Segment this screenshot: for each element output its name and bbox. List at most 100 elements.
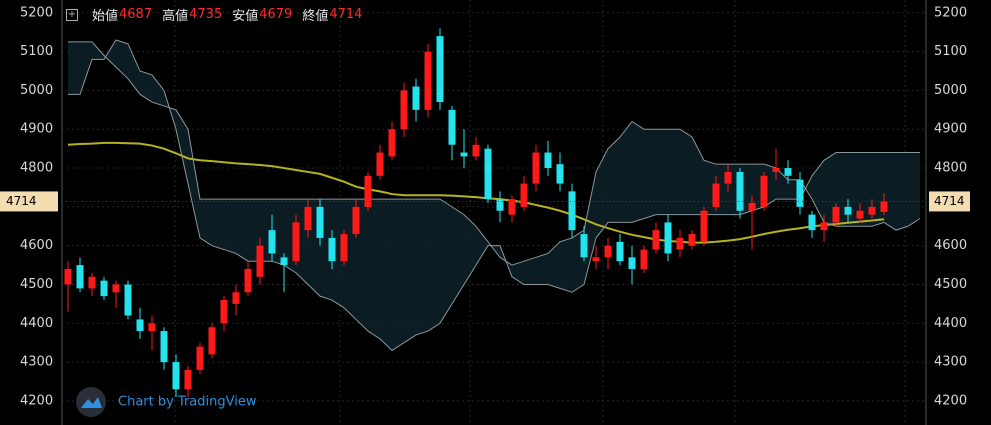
y-tick-label-right: 4800 [934, 161, 967, 176]
candle-body [832, 206, 840, 223]
candle-body [484, 148, 492, 200]
y-tick-label: 4200 [20, 393, 53, 408]
candle-body [712, 183, 720, 207]
y-tick-label-right: 5200 [934, 5, 967, 20]
y-tick-label-right: 4300 [934, 355, 967, 370]
candle-body [616, 241, 624, 262]
y-tick-label: 4500 [20, 277, 53, 292]
candle-body [160, 331, 168, 363]
candle-body [868, 206, 876, 215]
y-tick-label: 4600 [20, 238, 53, 253]
candle-body [424, 51, 432, 110]
header-label: 終値 [302, 9, 329, 24]
candle-body [628, 257, 636, 269]
candle-body [652, 230, 660, 250]
candle-body [328, 237, 336, 262]
candle-body [784, 168, 792, 176]
candle-body [532, 152, 540, 184]
candle-body [412, 86, 420, 110]
header-label: 高値 [162, 9, 189, 24]
header-value: 4687 [119, 7, 153, 22]
candle-body [760, 175, 768, 207]
candle-body [136, 319, 144, 332]
candle-body [340, 234, 348, 262]
logo-icon [81, 397, 102, 408]
time-grid [174, 0, 906, 425]
candle-body [244, 268, 252, 293]
candle-body [100, 280, 108, 297]
candle-body [664, 222, 672, 254]
candle-body [580, 234, 588, 258]
y-tick-label: 4300 [20, 355, 53, 370]
candle-body [268, 230, 276, 254]
watermark: Chart by TradingView [118, 395, 257, 410]
candle-body [64, 268, 72, 285]
candle-body [208, 327, 216, 355]
candle-body [172, 362, 180, 390]
y-tick-label-right: 4200 [934, 393, 967, 408]
y-tick-label: 5000 [20, 83, 53, 98]
candle-body [544, 152, 552, 169]
candle-body [460, 152, 468, 157]
candle-body [256, 245, 264, 277]
candle-body [448, 109, 456, 145]
header-value: 4679 [259, 7, 293, 22]
candle-body [376, 152, 384, 176]
candle-body [880, 201, 888, 212]
header-value: 4735 [189, 7, 223, 22]
candle-body [496, 199, 504, 211]
candle-body [676, 237, 684, 250]
candle-body [88, 276, 96, 289]
cloud-fill [68, 39, 920, 351]
candle-body [736, 171, 744, 211]
candle-body [112, 284, 120, 293]
y-tick-label-right: 4400 [934, 316, 967, 331]
header-value: 4714 [329, 7, 363, 22]
candle-body [232, 292, 240, 304]
y-tick-label-right: 4900 [934, 122, 967, 137]
candle-body [520, 183, 528, 207]
candle-body [508, 199, 516, 215]
candle-body [184, 369, 192, 390]
candle-body [436, 36, 444, 103]
candle-body [388, 129, 396, 157]
candle-body [808, 214, 816, 231]
header-label: 始値 [92, 9, 119, 24]
tradingview-logo: Chart by TradingView [76, 387, 257, 417]
candle-body [196, 346, 204, 370]
candle-body [796, 179, 804, 207]
y-tick-label-right: 5100 [934, 44, 967, 59]
candle-body [364, 175, 372, 207]
price-label: 4714 [6, 194, 37, 208]
price-label-right: 4714 [934, 194, 965, 208]
candle-body [856, 210, 864, 219]
candle-body [640, 249, 648, 269]
price-label-box-right [929, 191, 970, 212]
header-label: 安値 [232, 9, 259, 24]
candle-body [220, 300, 228, 324]
candle-body [148, 323, 156, 332]
candle-body [316, 206, 324, 238]
y-tick-label: 5100 [20, 44, 53, 59]
collapse-button[interactable]: + [66, 8, 78, 21]
candle-body [124, 284, 132, 316]
candle-body [688, 234, 696, 246]
candle-body [748, 202, 756, 211]
y-tick-label: 4800 [20, 161, 53, 176]
ohlc-header: + 始値 4687 高値 4735 安値 4679 終値 4714 [66, 5, 366, 24]
candle-body [556, 164, 564, 184]
cloud-span [68, 39, 920, 352]
candle-body [592, 257, 600, 262]
candle-body [400, 90, 408, 130]
candle-body [700, 210, 708, 242]
y-tick-label-right: 4500 [934, 277, 967, 292]
candle-body [76, 265, 84, 289]
candle-body [604, 245, 612, 258]
candle-body [292, 222, 300, 262]
candle-body [724, 171, 732, 184]
candle-body [844, 206, 852, 215]
candle-body [568, 191, 576, 231]
candle-body [472, 144, 480, 157]
y-tick-label: 4900 [20, 122, 53, 137]
